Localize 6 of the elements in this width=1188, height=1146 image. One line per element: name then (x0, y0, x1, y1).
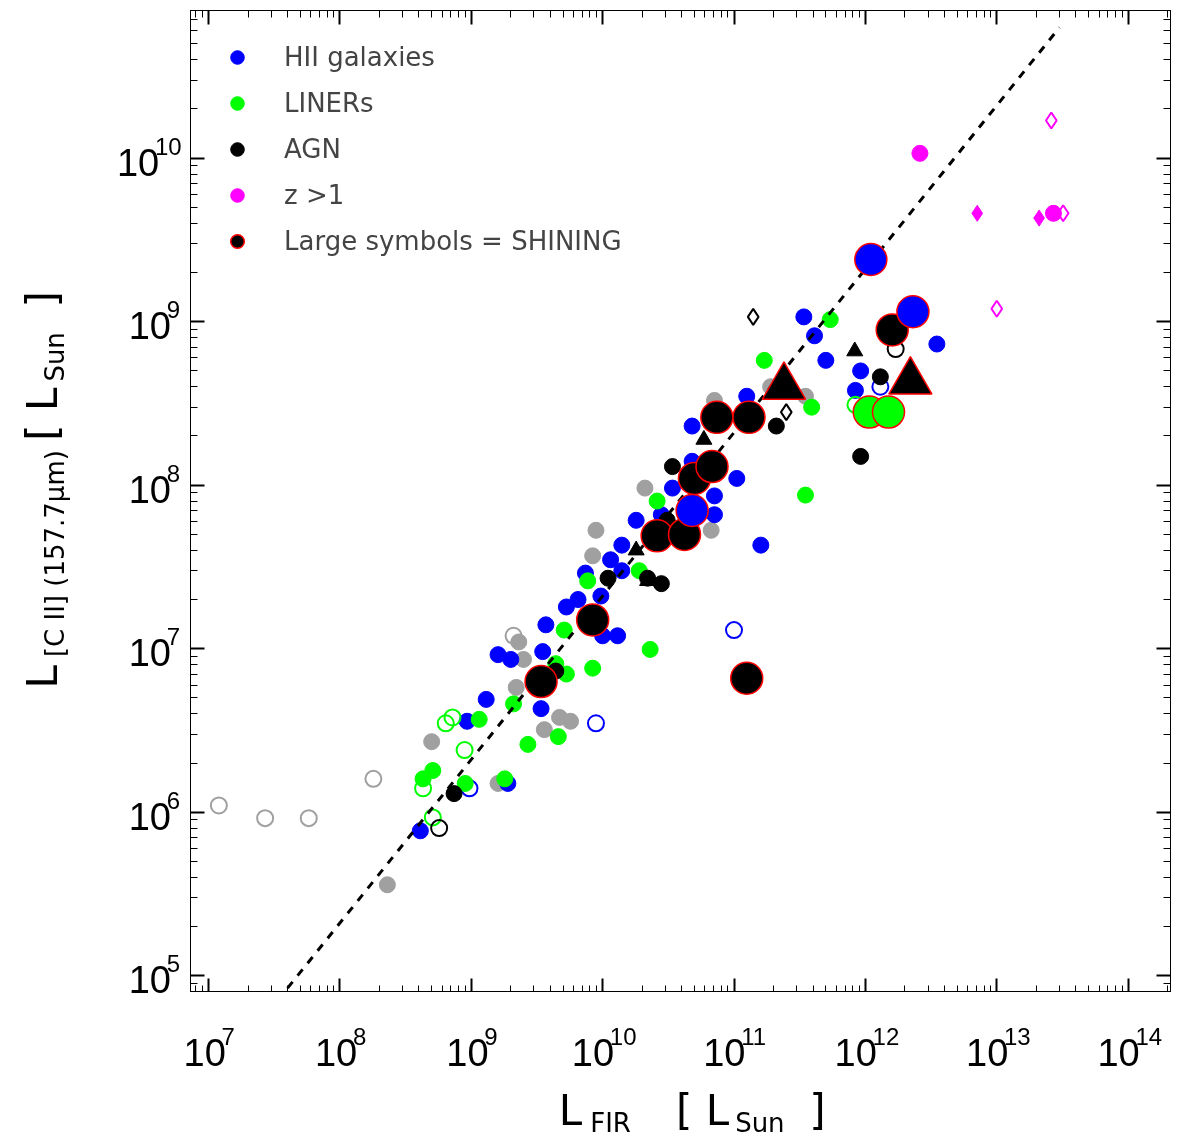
y-axis-title: L[C II] (157.7μm) [ LSun ] (18, 291, 71, 689)
legend-label: AGN (284, 134, 341, 164)
legend-label: z >1 (284, 180, 345, 210)
legend-label: HII galaxies (284, 42, 435, 72)
legend-label: Large symbols = SHINING (284, 226, 622, 256)
legend-label: LINERs (284, 88, 374, 118)
